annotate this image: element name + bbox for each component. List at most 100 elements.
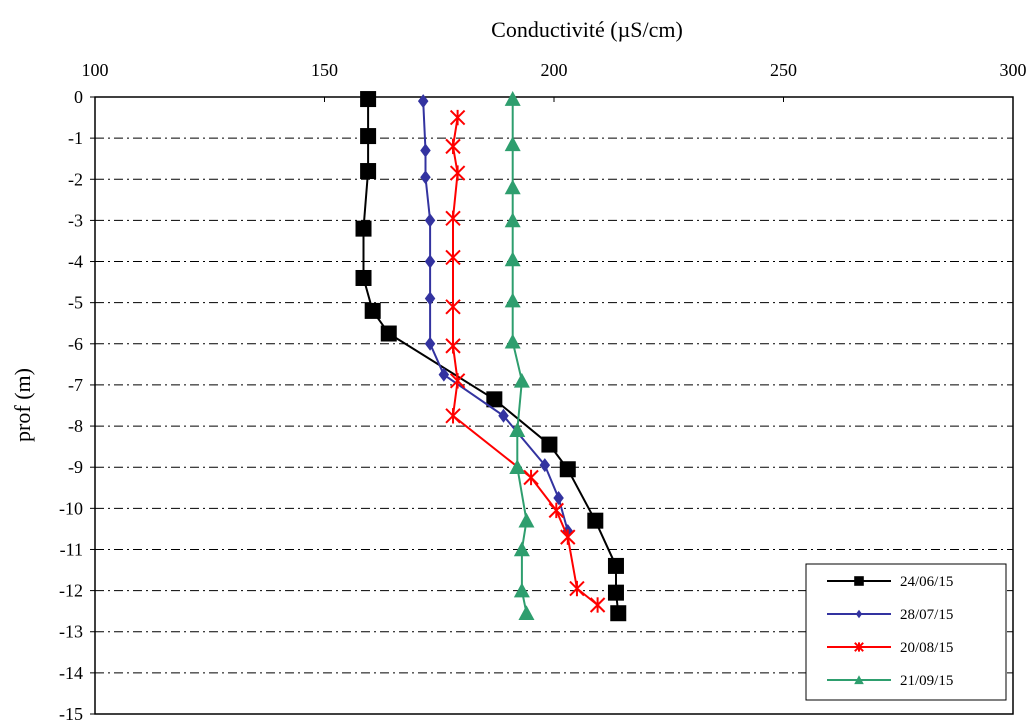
series-line [511,99,528,614]
data-point-marker [509,459,526,474]
legend-label: 24/06/15 [900,574,953,590]
data-point-marker [513,372,530,388]
series-21-09-15 [504,91,535,621]
data-point-marker [445,299,461,315]
data-point-marker [424,336,436,351]
legend-label: 20/08/15 [900,640,953,656]
data-point-marker [541,436,558,453]
data-point-marker [504,136,521,152]
x-axis-title: Conductivité (µS/cm) [491,17,683,42]
data-point-marker [607,557,624,574]
data-point-marker [587,512,604,529]
data-point-marker [559,461,576,478]
data-point-marker [445,249,461,266]
y-tick-label: -10 [59,498,83,518]
data-point-marker [504,91,521,106]
series-layer [355,91,627,622]
data-point-marker [445,210,461,227]
data-point-marker [513,541,530,557]
data-point-marker [589,597,606,613]
x-tick-label: 200 [541,60,568,80]
data-point-marker [420,143,431,158]
y-tick-label: -5 [68,293,83,313]
y-tick-label: -15 [59,704,83,720]
y-tick-label: -12 [59,581,83,601]
data-point-marker [518,605,535,621]
data-point-marker [504,212,521,228]
data-point-marker [553,491,564,506]
legend-box [805,563,1007,701]
y-axis-title: prof (m) [10,368,35,442]
y-tick-label: -1 [68,128,83,148]
data-point-marker [548,502,565,519]
data-point-marker [855,609,863,619]
data-point-marker [364,302,381,319]
data-point-marker [355,269,372,286]
data-point-marker [449,109,466,126]
data-point-marker [518,512,535,528]
series-20-08-15 [445,109,606,613]
x-tick-label: 150 [311,60,338,80]
data-point-marker [486,391,503,408]
legend-item: 20/08/15 [827,640,953,656]
data-point-marker [504,333,521,349]
data-point-marker [854,576,864,586]
legend-label: 21/09/15 [900,673,953,689]
legend: 24/06/15 28/07/15 20/08/15 21/09/15 [805,563,1007,701]
data-point-marker [424,254,436,269]
data-point-marker [513,582,530,598]
x-tick-label: 250 [770,60,797,80]
data-point-marker [355,220,372,237]
data-point-marker [445,138,461,155]
data-point-marker [504,251,521,267]
y-tick-label: -13 [59,622,83,642]
legend-item: 21/09/15 [827,673,953,689]
data-point-marker [498,408,509,423]
data-point-marker [854,675,864,685]
data-point-marker [449,165,466,181]
y-tick-label: -14 [59,663,83,683]
y-tick-label: -4 [68,252,83,272]
y-tick-label: -9 [68,457,83,477]
x-tick-labels: 100 150 200 250 300 [82,60,1027,102]
series-24-06-15 [355,91,627,622]
data-point-marker [438,367,450,382]
data-point-marker [417,94,429,109]
legend-item: 28/07/15 [827,607,953,623]
y-tick-label: -2 [68,169,83,189]
data-point-marker [610,605,627,622]
data-point-marker [445,408,461,424]
data-point-marker [504,292,521,308]
data-point-marker [420,170,431,185]
x-tick-label: 100 [82,60,109,80]
data-point-marker [360,128,377,145]
y-tick-label: 0 [74,87,83,107]
y-tick-labels: 0 -1 -2 -3 -4 -5 -6 -7 -8 -9 -10 -11 -12 -13 -14 -15 [59,87,95,720]
data-point-marker [424,213,436,228]
y-tick-label: -3 [68,210,83,230]
data-point-marker [539,458,551,473]
y-tick-label: -6 [68,334,83,354]
data-point-marker [523,469,539,486]
x-tick-label: 300 [1000,60,1027,80]
y-tick-label: -11 [60,539,83,559]
data-point-marker [504,179,521,195]
data-point-marker [854,642,864,652]
data-point-marker [360,163,377,180]
data-point-marker [560,529,576,545]
data-point-marker [607,584,624,601]
series-28-07-15 [417,94,574,538]
data-point-marker [445,338,461,354]
legend-label: 28/07/15 [900,607,953,623]
series-line [362,99,620,614]
legend-item: 24/06/15 [827,574,953,590]
y-tick-label: -8 [68,416,83,436]
data-point-marker [380,325,397,342]
y-tick-label: -7 [68,375,83,395]
data-point-marker [424,291,436,306]
data-point-marker [569,580,585,597]
data-point-marker [509,422,526,437]
data-point-marker [449,373,466,389]
data-point-marker [360,91,377,108]
